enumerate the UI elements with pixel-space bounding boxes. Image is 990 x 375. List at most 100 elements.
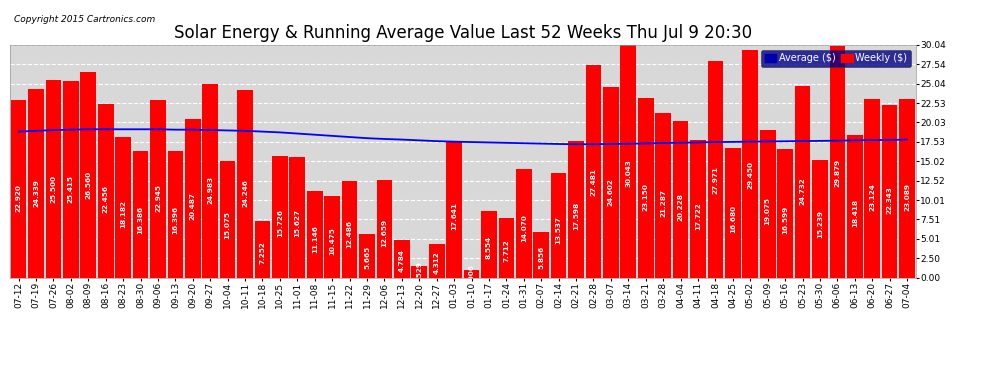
Text: Copyright 2015 Cartronics.com: Copyright 2015 Cartronics.com — [15, 15, 155, 24]
Legend: Average ($), Weekly ($): Average ($), Weekly ($) — [761, 50, 911, 67]
Bar — [864, 99, 880, 278]
Bar — [742, 50, 758, 278]
Bar — [481, 211, 497, 278]
Bar — [307, 191, 323, 278]
Bar — [690, 140, 706, 278]
Bar — [133, 151, 148, 278]
Text: 16.396: 16.396 — [172, 206, 178, 234]
Bar — [220, 161, 236, 278]
Bar — [150, 100, 165, 278]
Bar — [638, 98, 653, 278]
Text: 13.537: 13.537 — [555, 216, 561, 244]
Bar — [359, 234, 375, 278]
Text: 5.665: 5.665 — [364, 246, 370, 269]
Text: 24.983: 24.983 — [207, 177, 213, 204]
Text: 7.252: 7.252 — [259, 241, 265, 264]
Bar — [760, 130, 775, 278]
Text: 25.415: 25.415 — [68, 175, 74, 203]
Text: 22.456: 22.456 — [103, 185, 109, 213]
Text: 16.386: 16.386 — [138, 206, 144, 234]
Text: 12.486: 12.486 — [346, 220, 352, 248]
Text: 29.450: 29.450 — [747, 161, 753, 189]
Bar — [586, 65, 601, 278]
Bar — [708, 61, 724, 278]
Bar — [725, 148, 741, 278]
Text: 4.784: 4.784 — [399, 249, 405, 272]
Bar — [603, 87, 619, 278]
Bar — [655, 113, 671, 278]
Text: 23.150: 23.150 — [643, 183, 648, 211]
Bar — [28, 89, 44, 278]
Bar — [429, 244, 445, 278]
Bar — [376, 180, 392, 278]
Bar — [272, 156, 288, 278]
Text: 22.920: 22.920 — [16, 184, 22, 211]
Bar — [46, 80, 61, 278]
Bar — [202, 84, 218, 278]
Text: 15.075: 15.075 — [225, 211, 231, 239]
Text: 26.560: 26.560 — [85, 171, 91, 199]
Text: 23.089: 23.089 — [904, 183, 910, 211]
Text: 24.339: 24.339 — [33, 179, 39, 207]
Bar — [11, 100, 27, 278]
Text: 27.971: 27.971 — [713, 166, 719, 194]
Text: 22.945: 22.945 — [155, 184, 161, 211]
Text: 5.856: 5.856 — [539, 246, 545, 269]
Bar — [846, 135, 862, 278]
Text: 15.627: 15.627 — [294, 209, 300, 237]
Text: 15.239: 15.239 — [817, 210, 823, 238]
Text: 20.487: 20.487 — [190, 192, 196, 220]
Text: 12.659: 12.659 — [381, 219, 387, 248]
Title: Solar Energy & Running Average Value Last 52 Weeks Thu Jul 9 20:30: Solar Energy & Running Average Value Las… — [174, 24, 751, 42]
Bar — [394, 240, 410, 278]
Bar — [550, 173, 566, 278]
Text: 21.287: 21.287 — [660, 189, 666, 217]
Text: 8.554: 8.554 — [486, 236, 492, 259]
Bar — [777, 149, 793, 278]
Text: 17.722: 17.722 — [695, 202, 701, 229]
Text: 24.732: 24.732 — [800, 177, 806, 205]
Text: 17.641: 17.641 — [451, 202, 457, 230]
Bar — [342, 181, 357, 278]
Bar — [325, 196, 340, 278]
Text: 20.228: 20.228 — [677, 193, 683, 221]
Bar — [621, 45, 637, 278]
Bar — [830, 46, 845, 278]
Text: 24.246: 24.246 — [243, 179, 248, 207]
Text: 1.529: 1.529 — [416, 261, 423, 284]
Bar — [673, 121, 688, 278]
Bar — [289, 156, 305, 278]
Bar — [185, 119, 201, 278]
Text: 29.879: 29.879 — [835, 159, 841, 188]
Text: 18.418: 18.418 — [851, 200, 857, 227]
Bar — [882, 105, 898, 278]
Text: 30.043: 30.043 — [626, 159, 632, 187]
Bar — [499, 218, 514, 278]
Text: 15.726: 15.726 — [277, 209, 283, 237]
Text: 11.146: 11.146 — [312, 225, 318, 253]
Text: 7.712: 7.712 — [503, 239, 510, 262]
Text: 4.312: 4.312 — [434, 251, 440, 274]
Text: 22.343: 22.343 — [887, 186, 893, 213]
Text: 24.602: 24.602 — [608, 178, 614, 206]
Bar — [446, 141, 462, 278]
Bar — [238, 90, 252, 278]
Bar — [167, 151, 183, 278]
Bar — [899, 99, 915, 278]
Bar — [63, 81, 79, 278]
Bar — [412, 266, 427, 278]
Text: 27.481: 27.481 — [590, 168, 597, 196]
Text: 17.598: 17.598 — [573, 202, 579, 230]
Bar — [812, 159, 828, 278]
Text: 10.475: 10.475 — [329, 227, 336, 255]
Bar — [795, 86, 811, 278]
Text: 16.599: 16.599 — [782, 206, 788, 234]
Text: 18.182: 18.182 — [120, 200, 126, 228]
Bar — [568, 141, 584, 278]
Bar — [115, 137, 131, 278]
Text: 19.075: 19.075 — [764, 197, 770, 225]
Bar — [534, 232, 549, 278]
Text: 23.124: 23.124 — [869, 183, 875, 211]
Bar — [463, 270, 479, 278]
Text: 25.500: 25.500 — [50, 175, 56, 202]
